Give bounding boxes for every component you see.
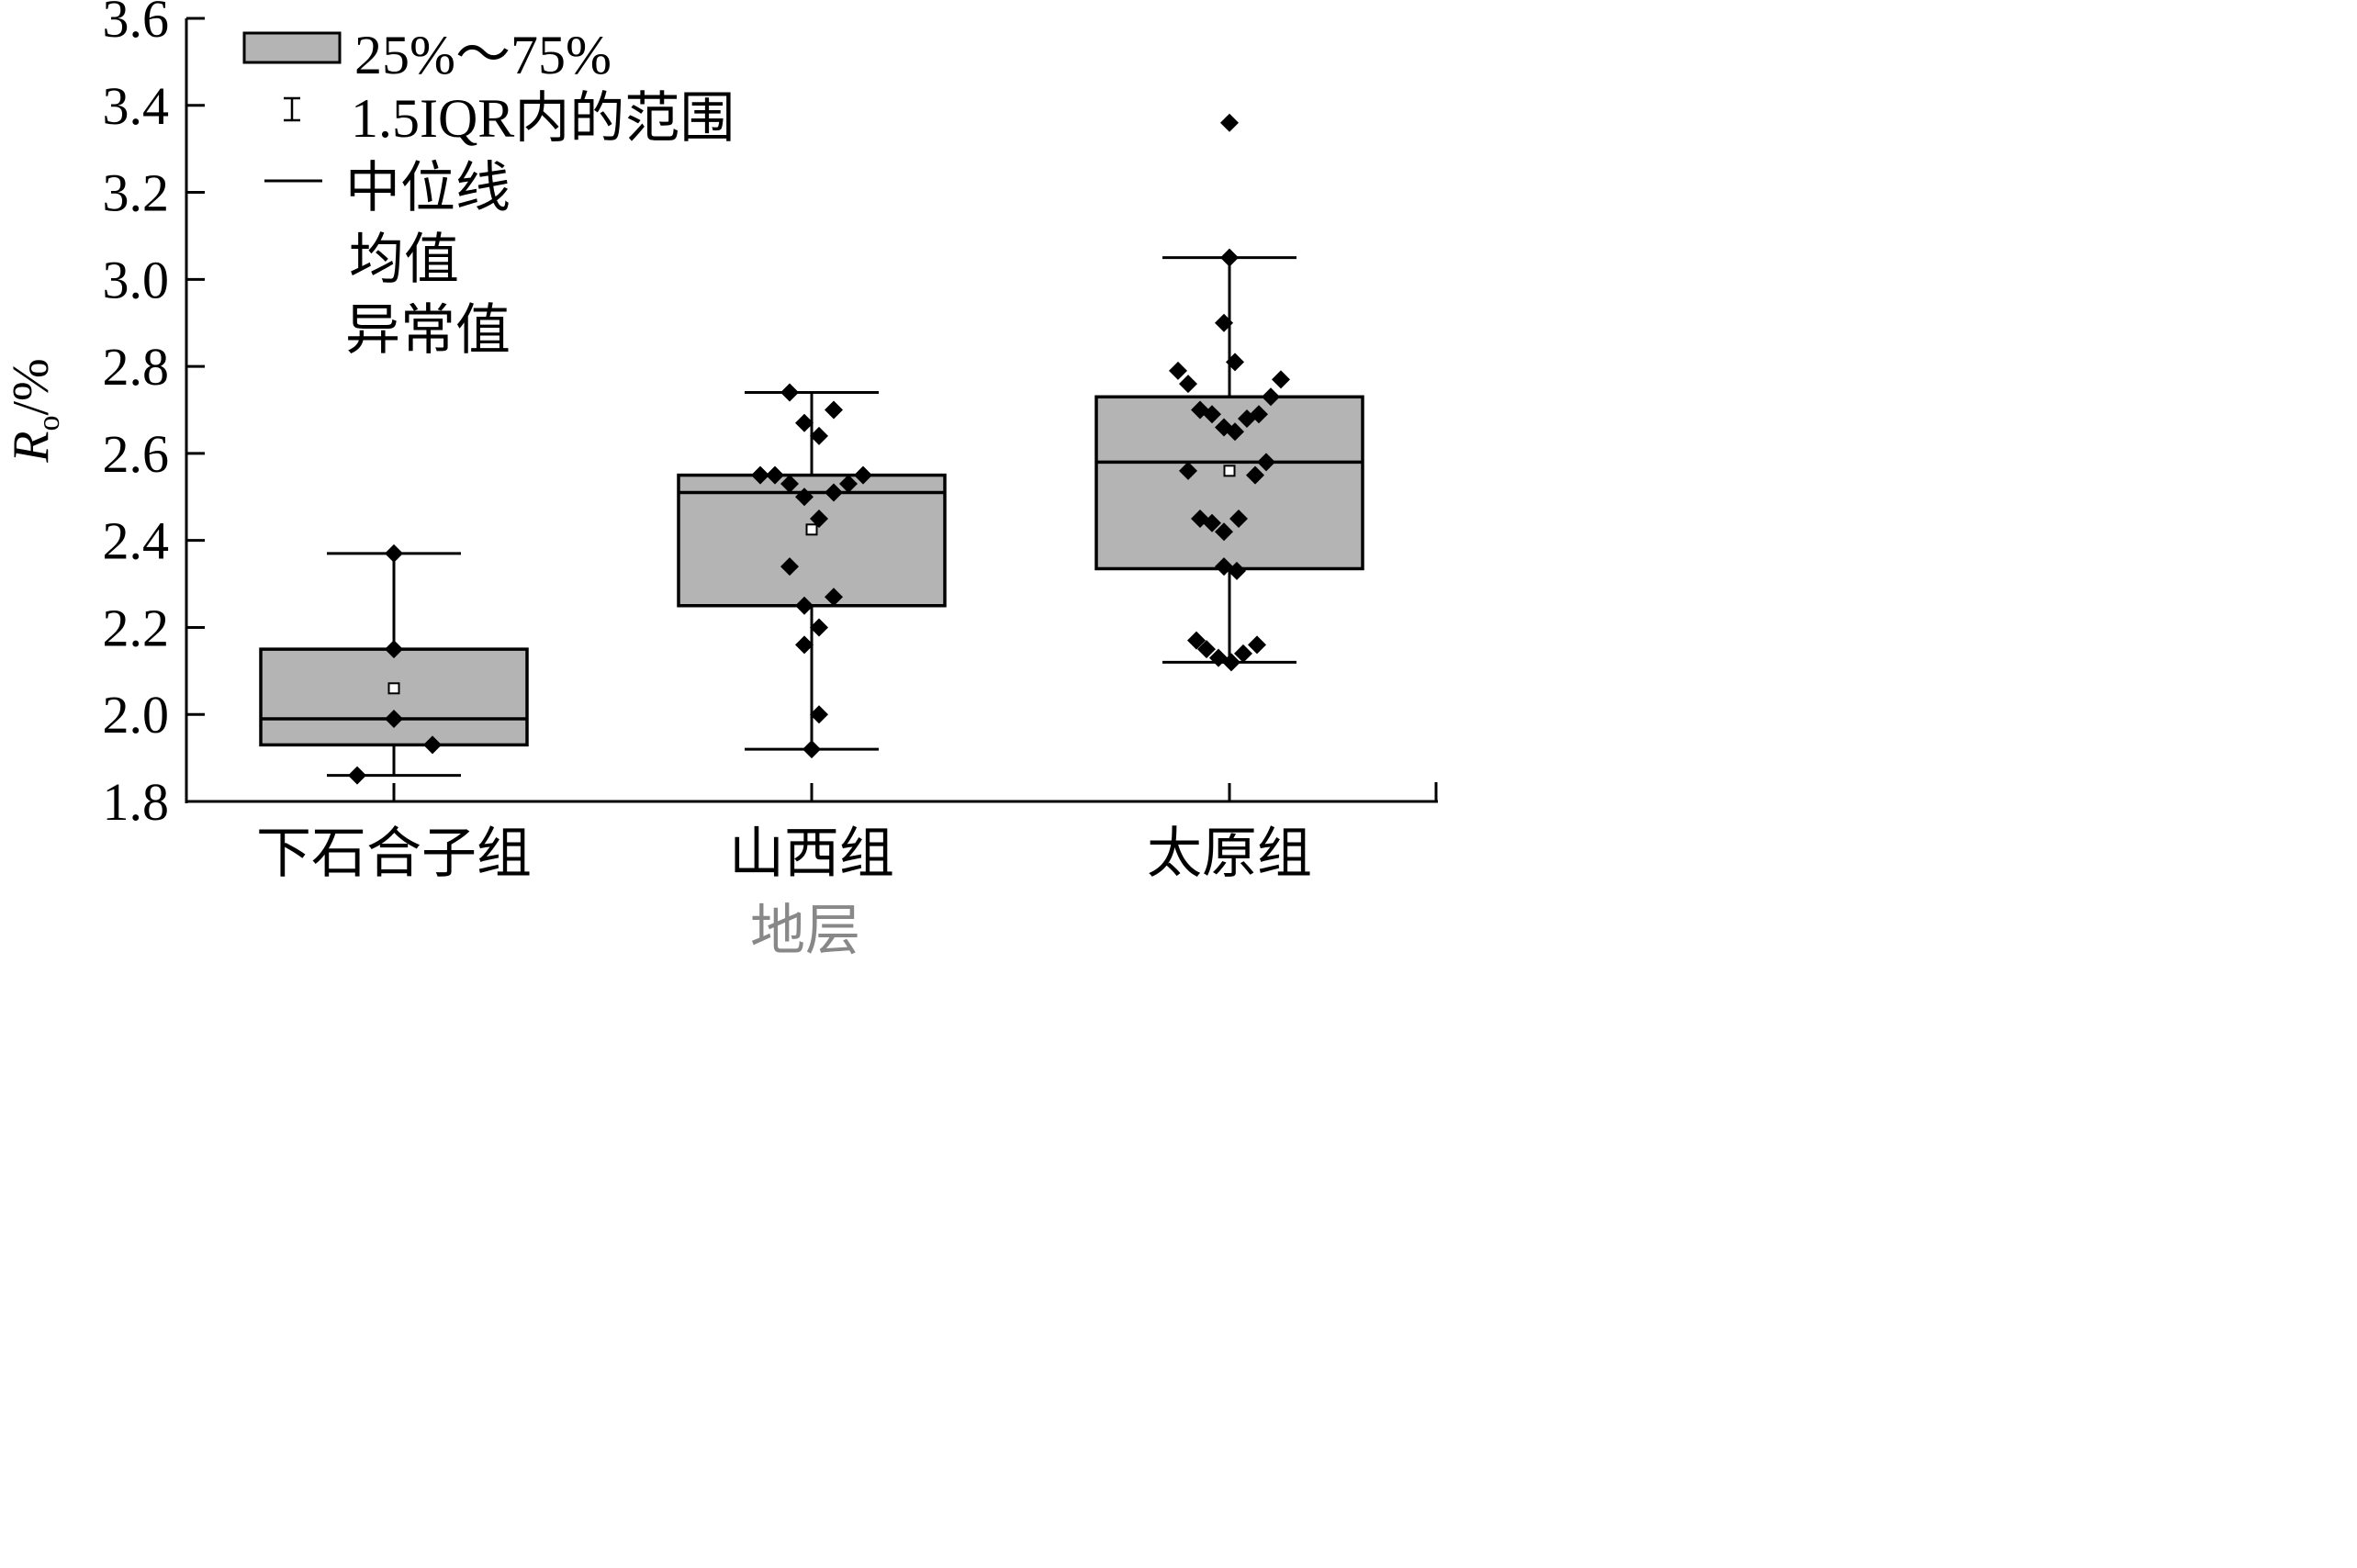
box-plot-chart: 1.8 2.0 2.2 2.4 2.6 2.8 3.0 3.2 3.4 3.6 下石合子组 山西组 太原…: [3, 0, 1438, 958]
x-tick-label: 太原组: [1147, 823, 1312, 884]
legend-whisker-swatch: [284, 96, 300, 122]
data-point: [1203, 513, 1221, 532]
legend-box-swatch: [242, 31, 342, 64]
data-point: [854, 465, 872, 485]
data-point: [1262, 387, 1280, 407]
data-point: [1229, 509, 1248, 528]
data-point: [385, 709, 403, 728]
data-point: [1179, 461, 1197, 480]
legend-label-mean: 均值: [349, 230, 459, 290]
x-axis-title: 地层: [750, 901, 860, 958]
data-point: [1272, 370, 1290, 389]
data-point: [1228, 561, 1246, 580]
data-point: [1187, 631, 1206, 650]
y-tick-label: 2.2: [103, 598, 170, 657]
box-group: [677, 383, 947, 759]
data-point: [423, 735, 442, 755]
box-group: [1094, 113, 1364, 672]
data-point: [385, 640, 403, 659]
data-point: [780, 475, 799, 494]
y-axis-title-sub: o: [32, 416, 66, 431]
data-point: [825, 588, 843, 607]
x-tick-label: 下石合子组: [256, 823, 532, 884]
data-point: [1257, 453, 1275, 472]
y-tick-label: 1.8: [103, 772, 170, 832]
plot-area: [259, 113, 1364, 785]
data-point: [795, 596, 814, 615]
data-point: [1234, 644, 1252, 663]
y-tick-label: 3.2: [103, 163, 170, 223]
legend-label-whisker: 1.5IQR内的范围: [351, 88, 735, 149]
data-point: [1179, 375, 1197, 394]
data-point: [810, 618, 828, 637]
y-axis-title: Ro/%: [3, 358, 66, 463]
y-tick-label: 3.6: [103, 0, 170, 49]
data-point: [385, 543, 403, 563]
data-point: [780, 383, 799, 402]
data-point: [839, 475, 858, 494]
x-tick-label: 山西组: [729, 823, 894, 884]
data-point: [1226, 422, 1244, 442]
y-tick-label: 3.0: [103, 250, 170, 309]
legend: 25%～75% 1.5IQR内的范围 中位线 均值 异常值: [242, 25, 735, 361]
box-group: [259, 543, 529, 785]
legend-label-outlier: 异常值: [345, 300, 511, 361]
y-tick-label: 2.0: [103, 685, 170, 745]
data-point: [795, 487, 814, 507]
data-point: [751, 465, 769, 485]
legend-label-median: 中位线: [345, 158, 511, 218]
data-point: [825, 483, 843, 502]
data-point: [1246, 465, 1264, 485]
data-point: [348, 766, 366, 785]
data-point: [1220, 113, 1239, 132]
data-point: [1220, 248, 1239, 267]
legend-label-box: 25%～75%: [354, 25, 612, 85]
data-point: [1203, 405, 1221, 424]
y-tick-label: 2.6: [103, 424, 170, 484]
data-point: [795, 413, 814, 432]
mean-marker: [387, 682, 400, 695]
data-point: [1226, 353, 1244, 372]
y-axis-title-unit: /%: [3, 358, 60, 415]
data-point: [1250, 405, 1268, 424]
mean-marker: [1223, 465, 1236, 477]
data-point: [1215, 522, 1233, 542]
data-point: [810, 426, 828, 445]
data-point: [810, 509, 828, 528]
data-point: [810, 705, 828, 724]
data-point: [825, 400, 843, 420]
y-tick-label: 2.4: [103, 511, 170, 571]
data-point: [795, 635, 814, 655]
data-point: [803, 740, 821, 759]
y-tick-label: 3.4: [103, 76, 170, 136]
mean-marker: [805, 523, 818, 536]
iqr-box: [259, 647, 529, 747]
data-point: [1248, 635, 1266, 655]
data-point: [1222, 653, 1240, 672]
iqr-box: [677, 473, 947, 608]
y-axis-title-main: R: [3, 431, 60, 464]
data-point: [1169, 361, 1187, 380]
y-tick-label: 2.8: [103, 337, 170, 397]
data-point: [1197, 640, 1216, 659]
data-point: [1215, 313, 1233, 332]
data-point: [766, 465, 784, 485]
iqr-box: [1094, 395, 1364, 571]
axes: 1.8 2.0 2.2 2.4 2.6 2.8 3.0 3.2 3.4 3.6 下石合子组 山西组 太原…: [103, 0, 1438, 884]
data-point: [780, 557, 799, 577]
